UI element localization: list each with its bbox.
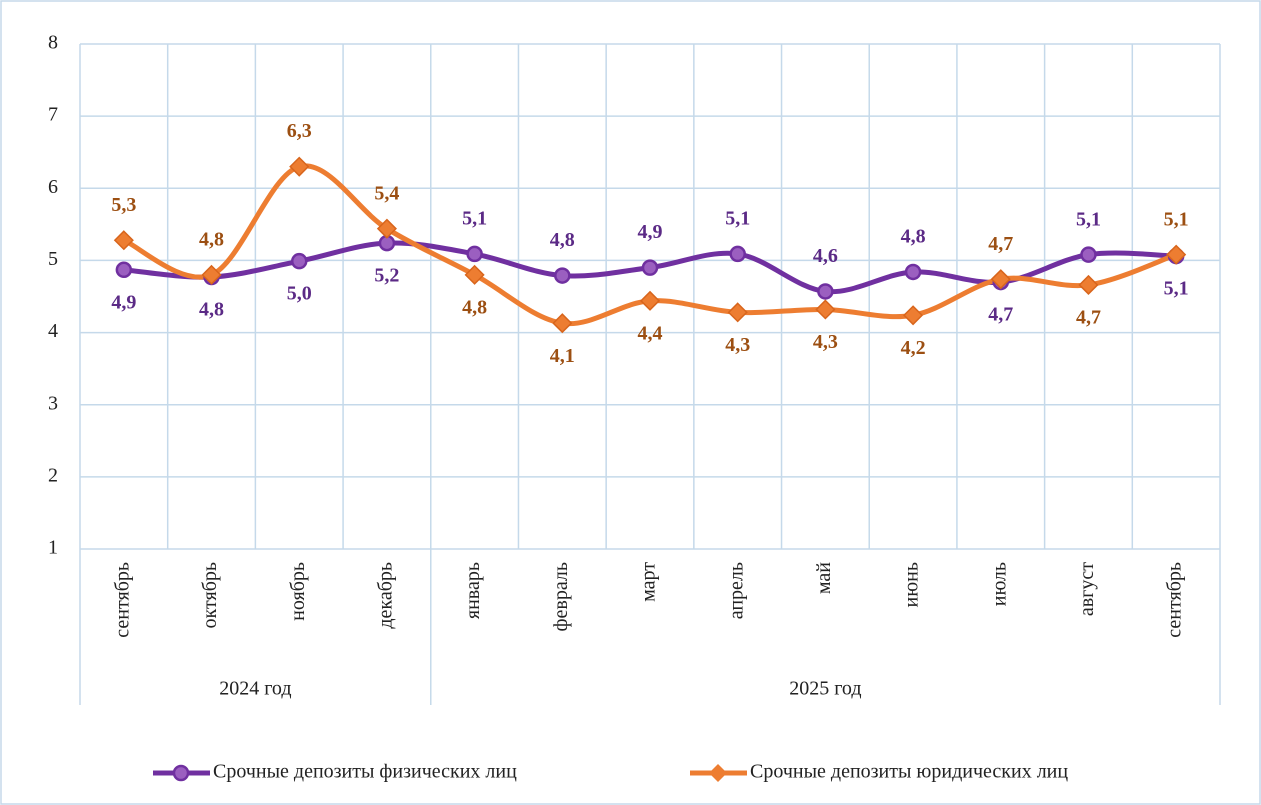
x-tick-label: декабрь — [375, 562, 397, 629]
group-label: 2025 год — [789, 678, 861, 700]
marker — [376, 218, 397, 239]
group-label: 2024 год — [219, 678, 291, 700]
x-tick-label: ноябрь — [287, 562, 309, 621]
data-label: 4,8 — [199, 299, 224, 321]
data-label: 4,3 — [813, 331, 838, 353]
marker — [466, 245, 483, 263]
marker — [990, 269, 1011, 290]
marker — [113, 230, 134, 251]
x-tick-label: август — [1076, 562, 1098, 616]
data-label: 5,1 — [725, 208, 750, 230]
y-tick-label: 6 — [48, 176, 58, 198]
marker — [289, 156, 310, 177]
marker — [1080, 246, 1097, 263]
data-label: 4,3 — [725, 334, 750, 356]
data-label: 5,2 — [374, 265, 399, 287]
data-label: 5,1 — [1164, 208, 1189, 230]
y-tick-label: 7 — [48, 104, 58, 126]
x-tick-label: апрель — [725, 562, 747, 619]
data-label: 4,2 — [901, 337, 926, 359]
marker — [552, 313, 573, 334]
data-label: 5,1 — [1164, 278, 1189, 300]
y-tick-label: 8 — [48, 32, 58, 54]
x-tick-label: сентябрь — [1164, 562, 1186, 638]
x-tick-label: январь — [462, 562, 484, 619]
marker — [639, 290, 661, 311]
data-label: 4,8 — [550, 229, 575, 251]
marker — [641, 259, 659, 276]
y-tick-label: 2 — [48, 464, 58, 486]
marker — [903, 305, 924, 326]
data-label: 5,3 — [111, 194, 136, 216]
marker — [727, 302, 748, 323]
y-tick-label: 1 — [48, 537, 58, 559]
x-tick-label: июль — [988, 562, 1010, 606]
marker — [904, 263, 922, 281]
marker — [115, 261, 133, 279]
marker — [554, 267, 571, 284]
data-label: 4,1 — [550, 345, 575, 367]
x-tick-label: март — [638, 562, 660, 602]
marker — [815, 299, 836, 320]
data-label: 4,7 — [1076, 307, 1101, 329]
x-tick-label: май — [813, 562, 835, 594]
marker — [290, 252, 308, 270]
data-label: 4,8 — [199, 228, 224, 250]
data-label: 4,6 — [813, 245, 838, 267]
y-tick-label: 5 — [48, 248, 58, 270]
legend-label: Срочные депозиты юридических лиц — [750, 761, 1068, 783]
data-label: 4,8 — [901, 226, 926, 248]
data-label: 4,8 — [462, 296, 487, 318]
data-label: 4,9 — [111, 291, 136, 313]
y-tick-label: 4 — [48, 320, 58, 342]
legend-marker — [172, 764, 190, 782]
data-label: 6,3 — [287, 120, 312, 142]
x-tick-label: октябрь — [199, 562, 221, 628]
data-label: 5,1 — [1076, 208, 1101, 230]
marker — [817, 283, 834, 300]
data-label: 5,4 — [374, 182, 399, 204]
data-label: 5,1 — [462, 208, 487, 230]
x-tick-label: сентябрь — [111, 562, 133, 638]
data-label: 4,7 — [988, 304, 1013, 326]
x-tick-label: июнь — [901, 562, 923, 607]
y-tick-label: 3 — [48, 392, 58, 414]
marker — [201, 264, 222, 285]
marker — [729, 245, 746, 263]
data-label: 4,7 — [988, 233, 1013, 255]
x-tick-label: февраль — [550, 562, 572, 631]
marker — [1166, 244, 1187, 265]
marker — [1078, 274, 1099, 296]
data-label: 4,9 — [638, 221, 663, 243]
marker — [464, 264, 485, 285]
data-label: 5,0 — [287, 283, 312, 305]
legend-label: Срочные депозиты физических лиц — [213, 761, 517, 783]
legend-marker — [709, 764, 727, 782]
data-label: 4,4 — [638, 322, 663, 344]
